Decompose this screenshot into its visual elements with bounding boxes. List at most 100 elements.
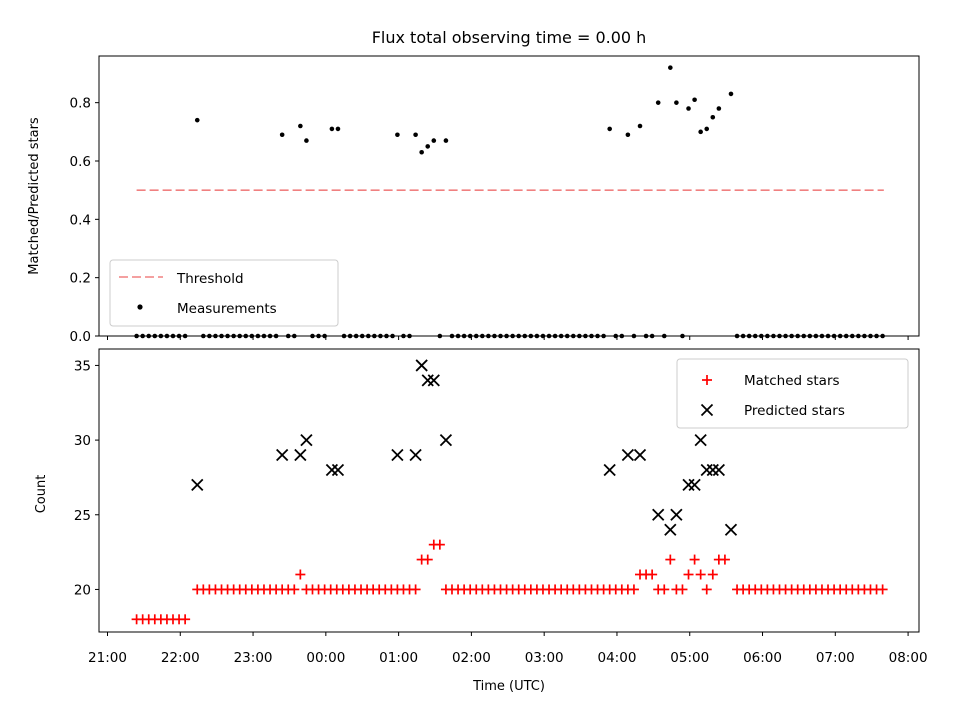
x-stroke [700,403,714,417]
matched-star-point [877,584,888,595]
matched-star-point [702,375,712,385]
x-stroke [670,508,683,521]
x-tick-label: 00:00 [306,650,345,666]
x-stroke [712,463,725,477]
y-tick-label: 0.4 [70,212,91,228]
matched-star-point [719,554,730,565]
threshold-legend-label: Threshold [176,271,244,287]
bottom-panel-frame [98,348,920,633]
measurement-point [686,106,691,111]
x-tick-label: 08:00 [889,650,928,666]
predicted-star-point [300,433,313,447]
x-tick-label: 07:00 [816,650,855,666]
y-tick-label: 25 [74,508,91,524]
matched-star-point [410,584,421,595]
predicted-star-point [294,448,307,462]
predicted-star-point [633,448,647,462]
x-tick-label: 04:00 [598,650,637,666]
bottom-y-axis: 20 25 30 35 [74,358,99,598]
matched-star-point [665,554,676,565]
measurements-legend-swatch [137,304,143,310]
measurement-point [335,126,341,132]
measurement-point [425,144,431,149]
top-legend-frame [109,259,339,327]
y-tick-label: 20 [74,582,91,598]
x-tick-label: 06:00 [743,650,782,666]
x-stroke [664,523,677,536]
y-tick-label: 0.6 [70,154,91,170]
x-stroke [621,448,635,462]
measurement-point [304,138,309,143]
x-stroke [633,448,647,462]
matched-star-point [707,569,718,580]
measurement-point [728,91,734,97]
measurement-point [431,138,437,143]
matched-star-point [289,584,300,595]
predicted-legend-label: Predicted stars [744,403,845,419]
bottom-legend-frame [676,358,909,429]
measurement-point [607,126,612,132]
x-tick-label: 23:00 [234,650,273,666]
measurement-point [625,132,631,138]
x-tick-label: 05:00 [670,650,709,666]
x-tick-label: 21:00 [88,650,127,666]
x-stroke [191,478,204,492]
predicted-star-point [700,403,714,417]
measurement-point [194,117,200,123]
top-y-axis-label: Matched/Predicted stars [27,117,42,275]
bottom-x-axis: 21:00 22:00 23:00 00:00 01:00 02:00 03:00 04:00… [88,632,928,666]
predicted-star-point [652,508,665,521]
predicted-star-point [191,478,204,492]
matched-star-point [434,539,445,550]
measurement-point [279,132,285,138]
predicted-star-point [409,448,422,462]
x-tick-label: 22:00 [161,650,200,666]
measurement-point [674,100,679,105]
x-axis-label: Time (UTC) [472,679,545,694]
predicted-star-point [688,478,701,492]
measurement-point [443,138,449,143]
y-tick-label: 0.8 [70,96,91,112]
measurement-point [298,123,303,129]
matched-star-point [701,584,712,595]
matched-star-point [422,554,433,565]
measurement-point [668,65,673,70]
predicted-star-point [670,508,683,521]
predicted-star-point [664,523,677,536]
measurement-point [716,106,722,111]
y-tick-label: 30 [74,433,91,449]
predicted-star-point [331,463,345,477]
x-stroke [409,448,422,462]
measurement-point [710,114,716,120]
matched-star-point [683,569,694,580]
x-stroke [688,478,701,492]
top-legend: Threshold Measurements [109,259,339,327]
top-x-axis-ticks [106,336,909,340]
x-stroke [276,448,289,462]
matched-legend-label: Matched stars [744,373,840,389]
bottom-y-axis-label: Count [34,475,49,514]
bottom-legend: Matched stars Predicted stars [676,358,909,429]
x-stroke [294,448,307,462]
x-stroke [300,433,313,447]
predicted-star-point [621,448,635,462]
y-tick-label: 0.2 [70,271,91,287]
matched-star-point [628,584,639,595]
matched-star-point [689,554,700,565]
top-y-axis: 0.0 0.2 0.4 0.6 0.8 [70,96,99,345]
x-stroke [603,463,616,477]
x-tick-label: 02:00 [452,650,491,666]
top-panel: 0.00.20.40.60.8 Matched/Predicted stars … [27,55,920,345]
x-stroke [427,374,440,387]
measurement-point [698,129,703,135]
predicted-star-point [694,433,707,447]
x-tick-label: 03:00 [525,650,564,666]
x-stroke [331,463,345,477]
predicted-star-point [276,448,289,462]
measurement-point [329,126,335,132]
matched-legend-swatch [702,375,712,385]
predicted-legend-swatch [700,403,714,417]
bottom-plot-data [131,359,888,625]
x-stroke [415,359,428,372]
